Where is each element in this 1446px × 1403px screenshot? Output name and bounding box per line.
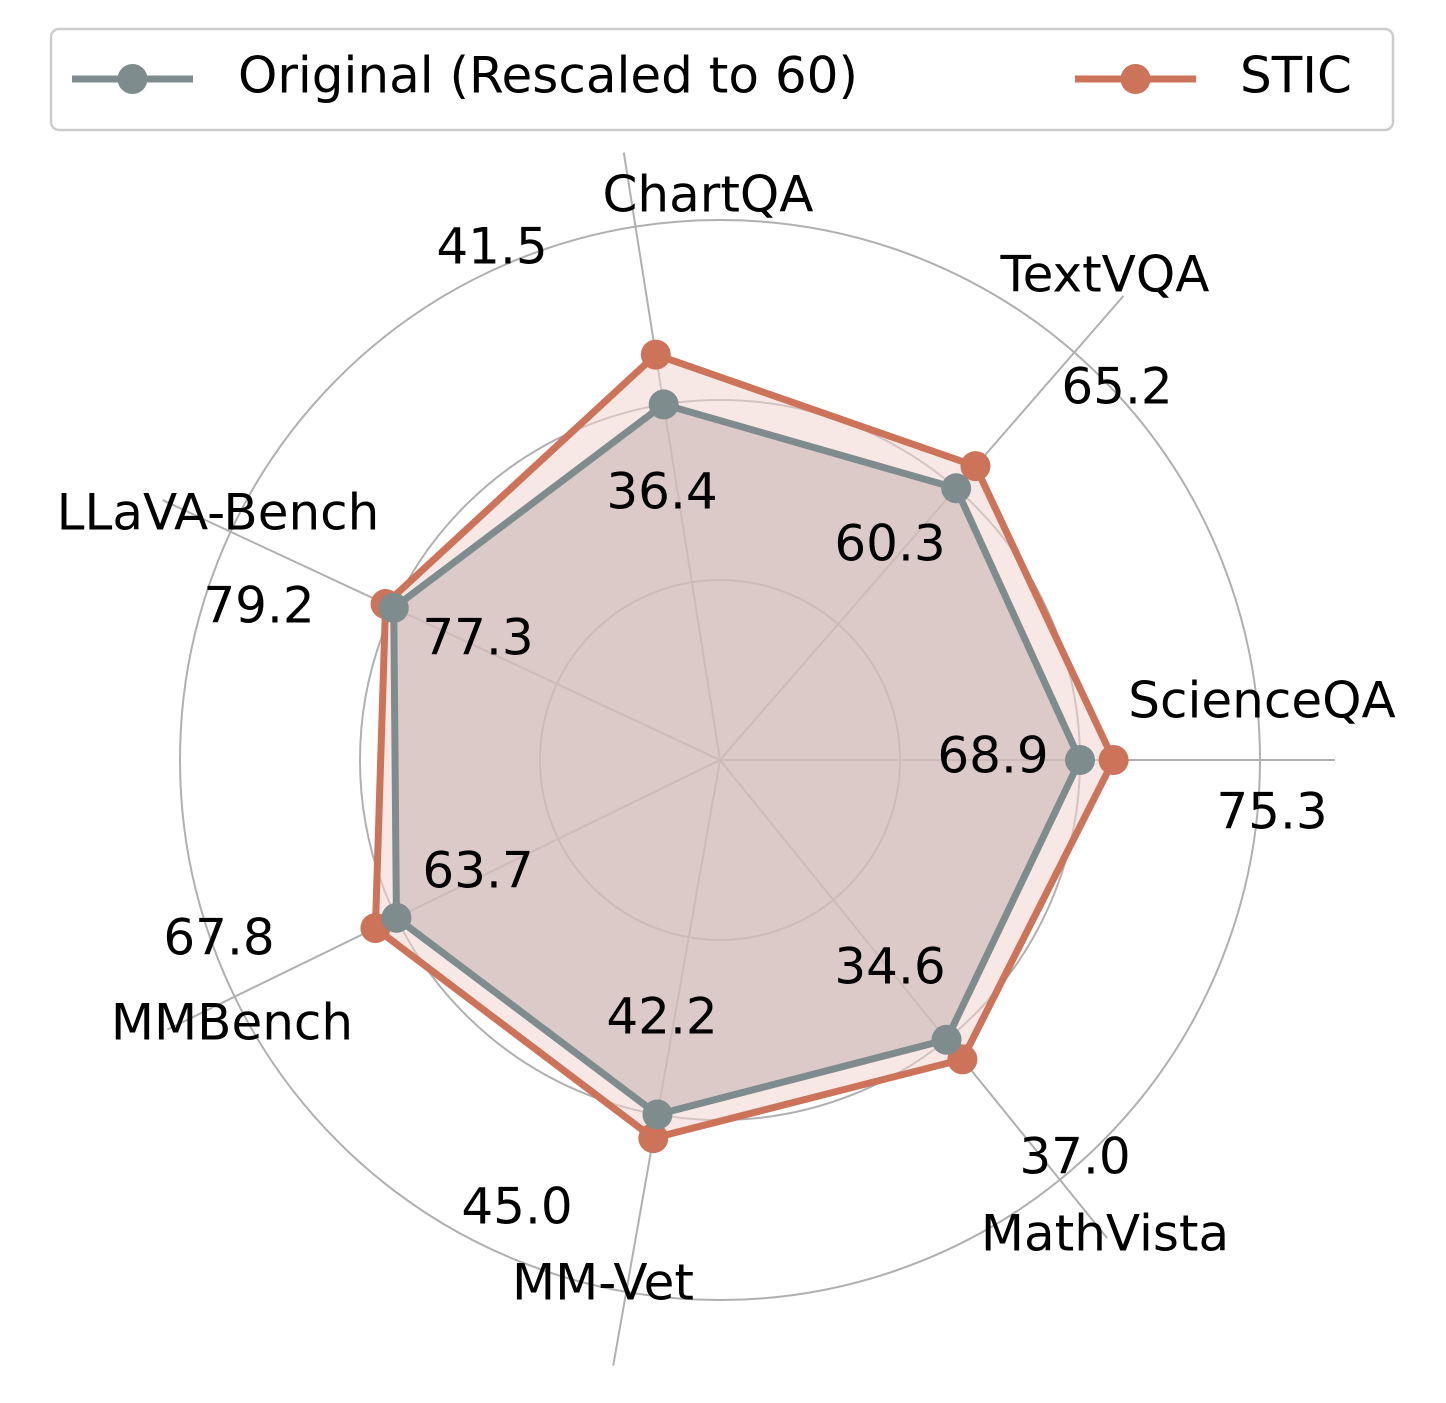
point-0-mathvista <box>931 1024 962 1055</box>
point-0-textvqa <box>941 473 972 504</box>
value-label-0-chartqa: 36.4 <box>606 463 717 521</box>
value-label-0-mathvista: 34.6 <box>834 938 945 996</box>
legend-frame <box>49 27 1395 132</box>
axis-label-llava-bench: LLaVA-Bench <box>57 484 380 542</box>
value-label-1-textvqa: 65.2 <box>1061 358 1172 416</box>
value-label-0-mm-vet: 42.2 <box>606 988 717 1046</box>
point-0-mmbench <box>381 902 412 933</box>
legend-label-0: Original (Rescaled to 60) <box>238 47 858 105</box>
series-line-1 <box>371 350 1118 1142</box>
value-label-1-scienceqa: 75.3 <box>1216 783 1327 841</box>
series-layer <box>360 339 1129 1154</box>
axis-label-scienceqa: ScienceQA <box>1128 672 1395 730</box>
series-line-0 <box>390 400 1084 1119</box>
legend-marker-1 <box>1120 64 1151 94</box>
legend-marker-0 <box>117 64 148 94</box>
value-label-1-mathvista: 37.0 <box>1019 1128 1130 1186</box>
point-0-scienceqa <box>1065 745 1095 775</box>
value-label-1-mmbench: 67.8 <box>163 909 274 967</box>
value-label-1-chartqa: 41.5 <box>436 218 547 276</box>
legend: Original (Rescaled to 60) STIC <box>49 27 1395 132</box>
value-label-0-textvqa: 60.3 <box>834 515 945 573</box>
point-0-chartqa <box>648 389 679 420</box>
value-label-0-llava-bench: 77.3 <box>422 609 533 667</box>
labels: ScienceQA TextVQA ChartQA LLaVA-Bench MMBenc… <box>57 166 1396 1312</box>
axis-label-mm-vet: MM-Vet <box>512 1254 694 1312</box>
point-1-textvqa <box>960 451 991 482</box>
value-label-1-mm-vet: 45.0 <box>461 1178 572 1236</box>
axis-label-mathvista: MathVista <box>981 1205 1229 1263</box>
value-label-0-scienceqa: 68.9 <box>937 727 1048 785</box>
axis-label-mmbench: MMBench <box>111 994 353 1052</box>
value-label-0-mmbench: 63.7 <box>422 842 533 900</box>
point-1-chartqa <box>640 339 671 370</box>
point-1-mm-vet <box>638 1123 669 1154</box>
point-1-scienceqa <box>1098 745 1129 775</box>
point-0-mm-vet <box>642 1099 673 1130</box>
value-label-1-llava-bench: 79.2 <box>203 577 314 635</box>
series-fill-0 <box>393 404 1080 1115</box>
axis-label-textvqa: TextVQA <box>1000 246 1210 304</box>
point-0-llava-bench <box>378 592 409 623</box>
axis-label-chartqa: ChartQA <box>603 166 814 224</box>
legend-label-1: STIC <box>1240 47 1352 105</box>
